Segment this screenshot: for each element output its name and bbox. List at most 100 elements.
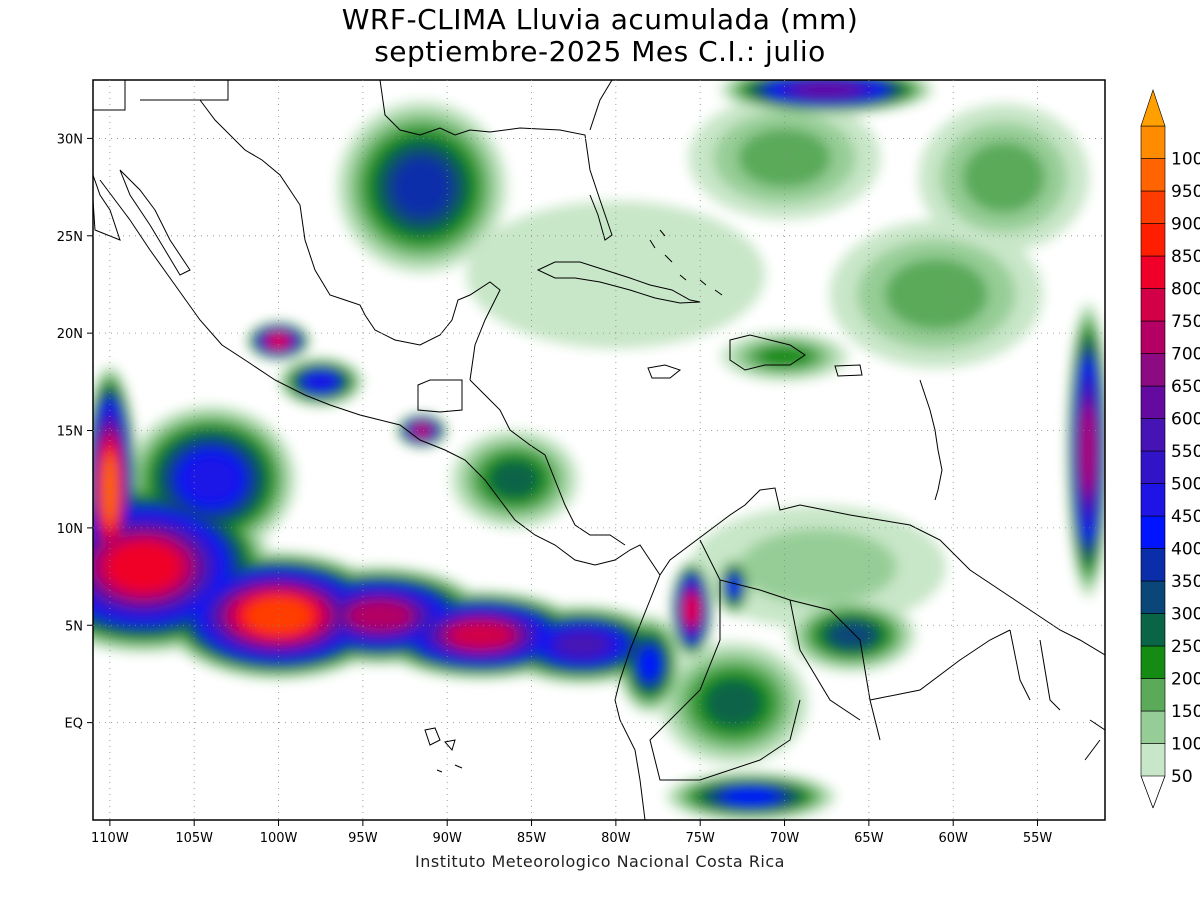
colorbar-box-8 [1140, 483, 1166, 517]
colorbar-label-6: 350 [1171, 572, 1200, 592]
precip-blob-14-level-350 [393, 157, 451, 217]
precip-blob-18-level-600 [795, 82, 858, 97]
colorbar-box-11 [1140, 385, 1166, 419]
colorbar-label-18: 950 [1171, 182, 1200, 202]
colorbar-label-15: 800 [1171, 280, 1200, 300]
colorbar-box-19 [1140, 125, 1166, 159]
precip-blob-25-level-50 [466, 200, 766, 349]
graticule [93, 80, 1105, 820]
colorbar-legend: 50 100 150 200 250 300 350 400 450 500 550 600 650 70… [1140, 89, 1200, 809]
colorbar-label-0: 50 [1171, 767, 1193, 787]
map-subtitle: septiembre-2025 Mes C.I.: julio [374, 35, 826, 68]
precip-blob-21-level-150 [884, 258, 989, 331]
coast-central-america [379, 419, 661, 576]
coast-us-gulf [379, 80, 613, 241]
colorbar-top-arrow [1140, 89, 1166, 127]
coast-baja [93, 174, 121, 241]
precip-blob-17-level-400 [723, 788, 779, 805]
lon-tick-label-75W: 75W [685, 831, 715, 846]
colorbar-label-17: 900 [1171, 215, 1200, 235]
precip-blob-3-level-700 [349, 601, 410, 630]
map-title: WRF-CLIMA Lluvia acumulada (mm) [341, 3, 859, 36]
coast-galapagos [424, 727, 463, 773]
colorbar-label-5: 300 [1171, 605, 1200, 625]
colorbar-box-3 [1140, 645, 1166, 679]
lon-tick-label-90W: 90W [432, 831, 462, 846]
lat-tick-label-25N: 25N [57, 230, 83, 245]
lon-tick-label-80W: 80W [601, 831, 631, 846]
colorbar-label-7: 400 [1171, 540, 1200, 560]
colorbar-label-1: 100 [1171, 735, 1200, 755]
colorbar-label-16: 850 [1171, 247, 1200, 267]
coast-us-atlantic [589, 80, 613, 131]
precip-blob-15-level-250 [705, 679, 763, 727]
longitude-axis: 110W 105W 100W 95W 90W 85W 80W 75W 70W 65W 60W 55W [91, 820, 1052, 846]
precip-blob-16-level-300 [829, 621, 875, 649]
colorbar-box-4 [1140, 613, 1166, 647]
precip-blob-0-level-800 [108, 543, 179, 591]
coast-gulf-of-mexico [93, 80, 501, 381]
precip-blob-12-level-400 [728, 576, 740, 596]
colorbar-box-7 [1140, 515, 1166, 549]
colorbar-label-14: 750 [1171, 312, 1200, 332]
lon-tick-label-85W: 85W [517, 831, 547, 846]
lon-tick-label-60W: 60W [938, 831, 968, 846]
lon-tick-label-65W: 65W [854, 831, 884, 846]
lon-tick-label-95W: 95W [348, 831, 378, 846]
precip-blob-13-level-400 [639, 648, 660, 681]
precip-blob-7-level-700 [1082, 408, 1095, 492]
coastlines [93, 80, 1105, 820]
colorbar-label-8: 450 [1171, 507, 1200, 527]
precip-blob-22-level-150 [962, 141, 1046, 214]
lon-tick-label-105W: 105W [175, 831, 213, 846]
lat-tick-label-5N: 5N [65, 619, 83, 634]
precip-blob-1-level-450 [184, 456, 238, 503]
map-frame [92, 79, 1106, 821]
lon-tick-label-55W: 55W [1023, 831, 1053, 846]
coast-south-america-north [659, 487, 1105, 656]
coast-cuba [536, 261, 701, 304]
colorbar-label-2: 150 [1171, 702, 1200, 722]
colorbar-box-5 [1140, 580, 1166, 614]
colorbar-box-0 [1140, 743, 1166, 777]
lat-tick-label-20N: 20N [57, 327, 83, 342]
lon-tick-label-110W: 110W [91, 831, 129, 846]
precipitation-field [93, 80, 1105, 820]
colorbar-box-18 [1140, 158, 1166, 192]
lon-tick-label-100W: 100W [260, 831, 298, 846]
precip-blob-5-level-550 [556, 633, 608, 657]
colorbar-box-14 [1140, 288, 1166, 322]
colorbar-label-10: 550 [1171, 442, 1200, 462]
colorbar-box-16 [1140, 223, 1166, 257]
lat-tick-label-10N: 10N [57, 522, 83, 537]
precip-blob-10-level-750 [414, 425, 430, 436]
precip-blob-2-level-900 [246, 598, 311, 633]
colorbar-box-1 [1140, 710, 1166, 744]
colorbar-label-4: 250 [1171, 637, 1200, 657]
latitude-axis: 30N 25N 20N 15N 10N 5N EQ [57, 132, 93, 732]
precip-blob-8-level-800 [269, 335, 288, 347]
precip-blob-9-level-450 [307, 374, 335, 390]
lat-tick-label-EQ: EQ [65, 717, 83, 732]
precip-blob-11-level-800 [685, 596, 698, 624]
colorbar-box-13 [1140, 320, 1166, 354]
colorbar-box-17 [1140, 190, 1166, 224]
colorbar-box-2 [1140, 678, 1166, 712]
precip-blob-23-level-150 [737, 128, 832, 188]
credit-text: Instituto Meteorologico Nacional Costa R… [415, 852, 785, 871]
precip-blob-19-level-250 [490, 460, 540, 499]
coast-puerto-rico [834, 364, 863, 377]
colorbar-label-9: 500 [1171, 475, 1200, 495]
colorbar-label-3: 200 [1171, 670, 1200, 690]
colorbar-box-15 [1140, 255, 1166, 289]
colorbar-label-11: 600 [1171, 410, 1200, 430]
lat-tick-label-15N: 15N [57, 425, 83, 440]
colorbar-label-12: 650 [1171, 377, 1200, 397]
coast-south-america-west [614, 574, 661, 820]
colorbar-box-10 [1140, 418, 1166, 452]
lat-tick-label-30N: 30N [57, 132, 83, 147]
colorbar-box-6 [1140, 548, 1166, 582]
colorbar-bottom-arrow [1140, 775, 1166, 809]
colorbar-box-9 [1140, 450, 1166, 484]
